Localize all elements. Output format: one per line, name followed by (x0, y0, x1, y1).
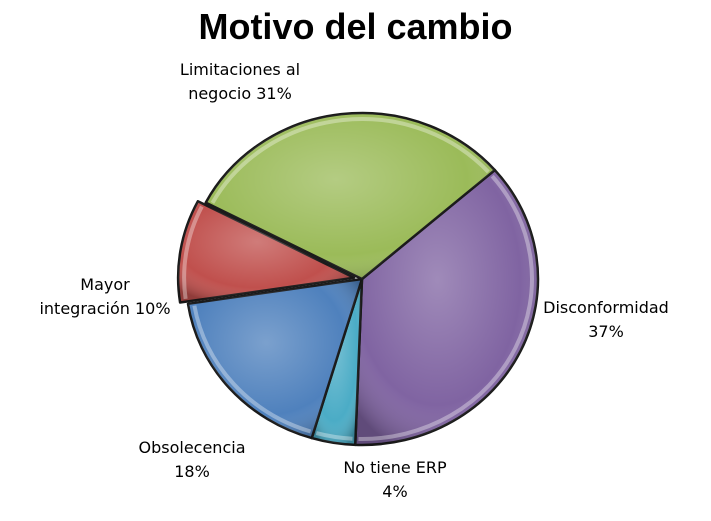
slice-label-no-tiene-erp: No tiene ERP 4% (343, 458, 447, 501)
pie-slice-limitaciones-al-negocio (204, 111, 497, 281)
pie-slice-disconformidad (353, 168, 540, 447)
pie-slice-obsolecencia (186, 277, 364, 440)
slice-label-obsolecencia: Obsolecencia 18% (138, 438, 246, 481)
pie-slice-mayor-integraci-n (176, 200, 356, 304)
slice-label-mayor-integracion: Mayor integración 10% (39, 275, 171, 318)
slice-label-limitaciones: Limitaciones al negocio 31% (179, 60, 301, 103)
slice-label-disconformidad: Disconformidad 37% (543, 298, 669, 341)
chart-title: Motivo del cambio (198, 6, 513, 47)
